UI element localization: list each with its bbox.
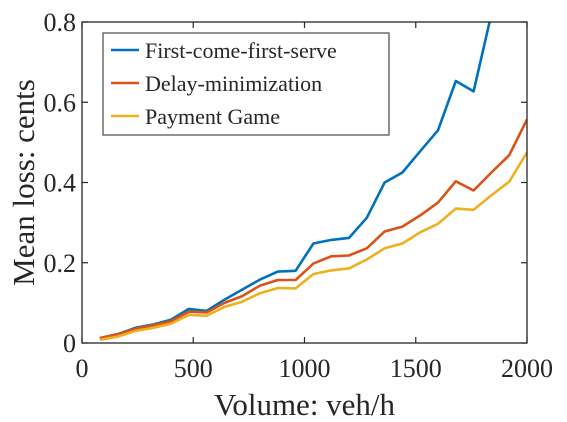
legend-label-delay-minimization: Delay-minimization	[145, 71, 322, 96]
tick-marks	[81, 21, 528, 344]
x-axis-title: Volume: veh/h	[214, 387, 396, 422]
x-tick-label: 0	[76, 354, 89, 383]
y-tick-label: 0	[63, 329, 76, 358]
y-tick-label: 0.6	[44, 88, 77, 117]
legend: First-come-first-serve Delay-minimizatio…	[102, 32, 390, 136]
legend-label-first-come-first-serve: First-come-first-serve	[145, 38, 337, 63]
series-layer	[99, 22, 527, 342]
x-tick-label: 500	[174, 354, 213, 383]
y-axis-title: Mean loss: cents	[6, 79, 41, 286]
y-tick-label: 0.8	[44, 8, 77, 37]
series-line-delay-minimization	[99, 118, 527, 340]
y-tick-label: 0.2	[44, 249, 77, 278]
tick-labels: 0 500 1000 1500 2000 0 0.2 0.4 0.6 0.8	[44, 8, 554, 383]
legend-label-payment-game: Payment Game	[145, 104, 280, 129]
x-tick-label: 1000	[279, 354, 331, 383]
y-tick-label: 0.4	[44, 169, 77, 198]
series-line-first-come-first-serve	[99, 22, 491, 340]
x-tick-label: 2000	[501, 354, 553, 383]
series-line-payment-game	[99, 151, 527, 342]
x-tick-label: 1500	[390, 354, 442, 383]
legend-box	[102, 32, 390, 136]
